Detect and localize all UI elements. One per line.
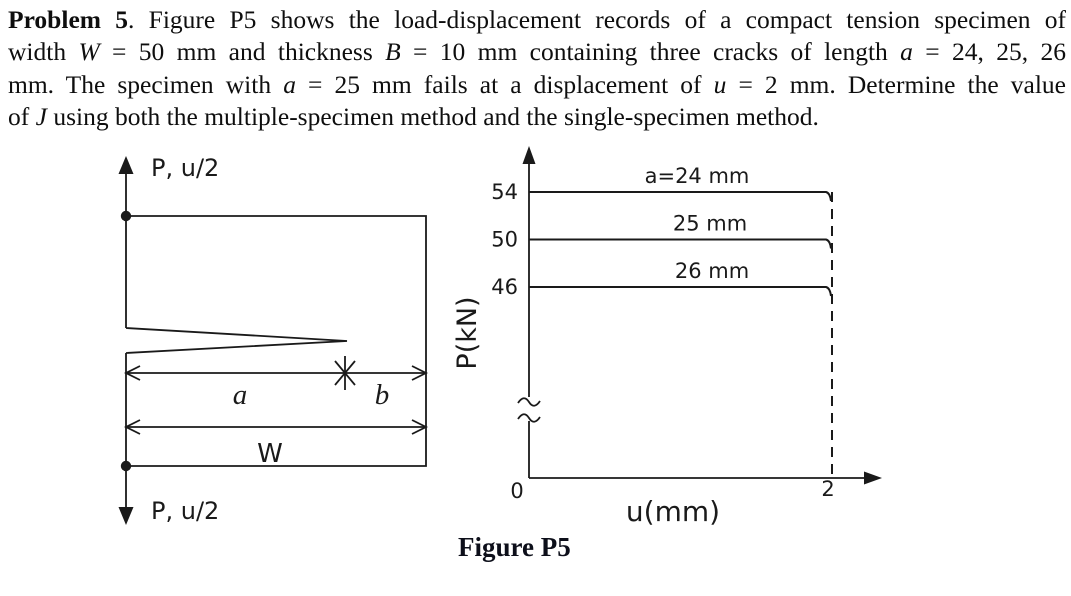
specimen-outline: [125, 215, 427, 467]
series-line-2: [529, 238, 832, 249]
dim-arrow-b-right: [411, 365, 429, 381]
specimen-diagram: P, u/2 P, u/2 a b W: [118, 154, 429, 525]
y-tick-label: 54: [491, 180, 518, 204]
y-axis-break: [517, 397, 541, 423]
problem-text: = 2 mm. Determine the value: [726, 69, 1066, 99]
top-load-pin: [120, 210, 132, 222]
problem-text: using both the multiple-specimen method …: [46, 102, 819, 132]
bottom-load-arrow: [118, 507, 134, 525]
crack-notch: [125, 327, 348, 354]
y-tick-label: 46: [491, 275, 518, 299]
problem-text: = 50 mm and thickness: [99, 37, 386, 67]
ligament-label: b: [375, 379, 390, 411]
x-tick-0: 0: [510, 479, 523, 503]
problem-text: of: [8, 102, 36, 132]
problem-text: = 10 mm containing three cracks of lengt…: [400, 37, 901, 67]
problem-text: mm. The specimen with: [8, 69, 284, 99]
problem-text: width: [8, 37, 79, 67]
y-axis-label: P(kN): [452, 296, 483, 369]
top-load-label: P, u/2: [151, 154, 219, 182]
load-displacement-chart: a=24 mm 25 mm 26 mm 54 50 46 0 2 u(mm) P(kN): [452, 146, 882, 528]
width-label: W: [257, 439, 283, 469]
crack-length-label: a: [233, 379, 248, 411]
y-tick-label: 50: [491, 228, 518, 252]
problem-title-text: Problem 5: [8, 5, 129, 34]
problem-text: J: [35, 102, 47, 132]
bottom-load-pin: [120, 460, 132, 472]
problem-text: u: [713, 69, 727, 99]
top-load-arrow: [118, 156, 134, 174]
series-line-1: [529, 191, 832, 202]
problem-text: a: [900, 37, 913, 67]
y-axis-arrow: [522, 146, 536, 164]
x-tick-2: 2: [821, 477, 834, 501]
series-label-1: a=24 mm: [645, 164, 750, 188]
series-line-3: [529, 286, 832, 297]
problem-text-line: of J using both the multiple-specimen me…: [8, 101, 1066, 133]
problem-statement: Problem 5. Figure P5 shows the load-disp…: [8, 4, 1066, 134]
dim-arrow-w-right: [411, 419, 429, 435]
problem-text: W: [78, 37, 100, 67]
problem-text: a: [283, 69, 296, 99]
series-label-2: 25 mm: [673, 212, 747, 236]
problem-text: = 24, 25, 26: [912, 37, 1066, 67]
dim-arrow-a-left: [123, 365, 141, 381]
problem-text: . Figure P5 shows the load-displacement …: [128, 5, 1067, 34]
problem-text-line: mm. The specimen with a = 25 mm fails at…: [8, 69, 1066, 101]
dim-arrow-w-left: [123, 419, 141, 435]
x-axis-label: u(mm): [626, 495, 720, 528]
problem-text-line: Problem 5. Figure P5 shows the load-disp…: [8, 4, 1066, 36]
crack-tip-marker: [334, 356, 356, 390]
problem-text-line: width W = 50 mm and thickness B = 10 mm …: [8, 36, 1066, 68]
figure-caption: Figure P5: [458, 532, 571, 562]
series-label-3: 26 mm: [675, 259, 749, 283]
problem-text: B: [385, 37, 401, 67]
bottom-load-label: P, u/2: [151, 497, 219, 525]
x-axis-arrow: [864, 471, 882, 485]
problem-text: = 25 mm fails at a displacement of: [295, 69, 714, 99]
